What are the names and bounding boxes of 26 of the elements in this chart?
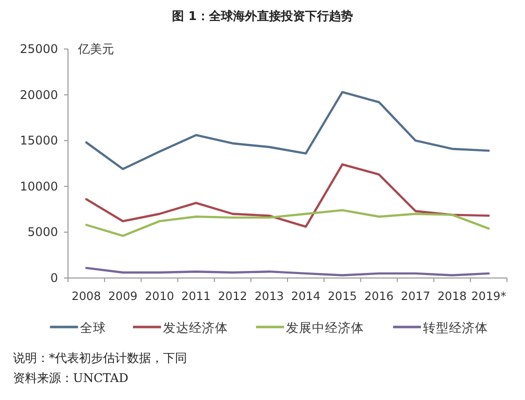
- y-tick-label: 0: [50, 271, 58, 285]
- x-tick-label: 2013: [254, 289, 284, 303]
- y-tick-label: 10000: [20, 179, 58, 194]
- y-tick-label: 25000: [20, 42, 58, 56]
- y-axis-title: 亿美元: [77, 42, 114, 56]
- legend-label: 全球: [80, 320, 106, 335]
- legend-label: 发达经济体: [163, 320, 228, 335]
- y-tick-label: 15000: [20, 134, 58, 148]
- text: 说明：*代表初步估计数据，下同: [13, 351, 187, 365]
- x-tick-label: 2009: [108, 289, 138, 303]
- x-tick-label: 2018: [437, 289, 467, 303]
- x-tick-label: 2011: [181, 289, 211, 303]
- x-tick-label: 2012: [218, 289, 248, 303]
- text: 资料来源：UNCTAD: [13, 371, 128, 385]
- y-tick-label: 20000: [20, 88, 58, 102]
- x-tick-label: 2014: [291, 289, 320, 303]
- legend-label: 转型经济体: [423, 320, 488, 335]
- legend-label: 发展中经济体: [286, 320, 364, 335]
- x-tick-label: 2010: [144, 289, 174, 303]
- x-tick-label: 2016: [364, 289, 394, 303]
- x-tick-label: 2019*: [471, 289, 506, 303]
- y-tick-label: 5000: [27, 225, 58, 240]
- x-tick-label: 2015: [328, 289, 358, 303]
- x-tick-label: 2008: [72, 289, 101, 303]
- x-tick-label: 2017: [400, 289, 430, 303]
- chart-title: 图 1：全球海外直接投资下行趋势: [172, 9, 353, 23]
